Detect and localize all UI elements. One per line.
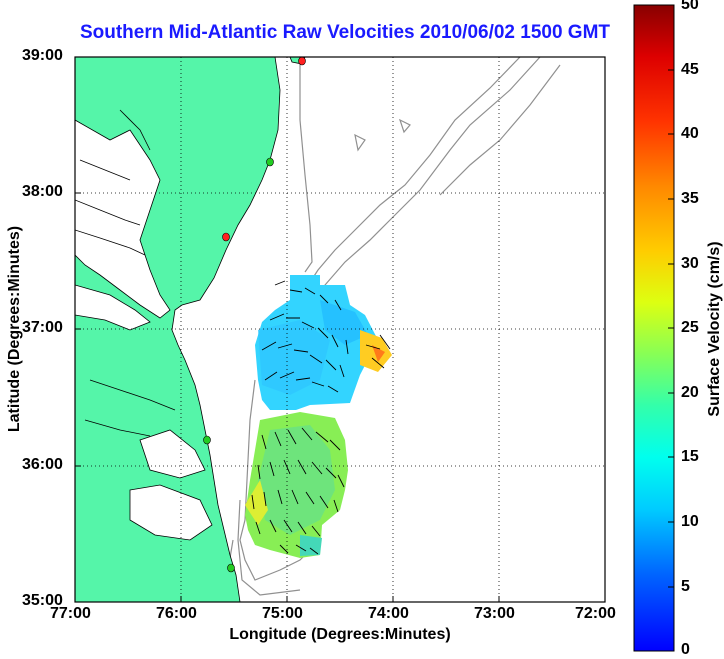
colorbar-label: Surface Velocity (cm/s) [706,241,723,417]
x-tick-75: 75:00 [262,605,303,622]
cb-tick-25: 25 [681,319,699,336]
station-red-2 [222,232,230,242]
grid-lines [75,57,605,602]
cb-tick-50: 50 [681,0,699,13]
rivers [75,109,176,437]
station-markers [203,57,306,573]
colorbar-tick-marks [668,69,674,588]
y-tick-39: 39:00 [22,47,63,64]
velocity-field [245,275,392,558]
cb-tick-40: 40 [681,125,699,142]
chart-title: Southern Mid-Atlantic Raw Velocities 201… [79,22,611,43]
station-green-1 [266,157,274,167]
station-green-3 [227,563,235,573]
cb-tick-5: 5 [681,578,690,595]
station-green-2 [203,435,211,445]
cb-tick-15: 15 [681,448,699,465]
cb-tick-20: 20 [681,384,699,401]
velocity-vectors [251,280,391,555]
tick-marks [75,192,500,602]
x-tick-72: 72:00 [575,605,616,622]
x-tick-77: 77:00 [50,605,91,622]
station-red-1 [298,57,306,66]
y-tick-35: 35:00 [22,592,63,609]
cb-tick-45: 45 [681,61,699,78]
x-tick-74: 74:00 [368,605,409,622]
y-tick-38: 38:00 [22,183,63,200]
x-tick-73: 73:00 [474,605,515,622]
y-tick-37: 37:00 [22,319,63,336]
cb-tick-0: 0 [681,641,690,658]
cb-tick-35: 35 [681,190,699,207]
x-axis-label: Longitude (Degrees:Minutes) [229,626,451,643]
y-axis-label: Latitude (Degrees:Minutes) [6,225,23,433]
cb-tick-10: 10 [681,513,699,530]
cb-tick-30: 30 [681,255,699,272]
x-tick-76: 76:00 [156,605,197,622]
y-tick-36: 36:00 [22,456,63,473]
colorbar [633,4,675,652]
